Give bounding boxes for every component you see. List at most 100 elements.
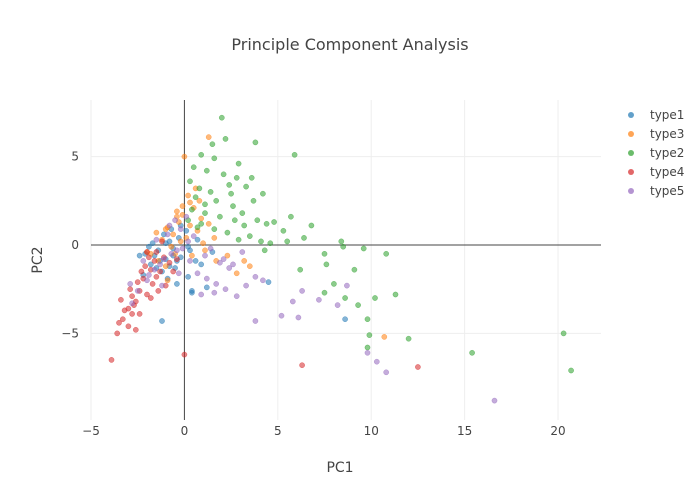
data-point [299, 362, 305, 369]
data-point [230, 261, 236, 268]
data-point [168, 243, 175, 250]
data-point [151, 258, 158, 264]
data-point [181, 351, 188, 358]
data-point [211, 289, 218, 296]
data-point [134, 279, 141, 285]
data-point [469, 349, 475, 356]
data-point [192, 194, 199, 201]
legend-item-type1[interactable]: type1 [628, 108, 684, 122]
data-point [187, 258, 193, 264]
data-point [138, 268, 145, 275]
data-point [252, 318, 259, 324]
data-point [129, 311, 135, 317]
legend-item-type4[interactable]: type4 [628, 165, 684, 179]
chart-title: Principle Component Analysis [231, 35, 468, 54]
data-point [321, 250, 328, 257]
data-point [198, 261, 205, 268]
data-point [190, 164, 197, 171]
data-point [155, 288, 162, 294]
data-point [415, 364, 421, 370]
data-point [175, 270, 182, 277]
data-point [207, 245, 214, 252]
data-point [222, 286, 229, 293]
data-point [114, 330, 121, 337]
data-point [129, 300, 135, 307]
legend-item-type3[interactable]: type3 [628, 127, 684, 141]
data-point [260, 190, 266, 197]
data-point [289, 298, 296, 305]
data-point [213, 281, 220, 287]
data-point [198, 291, 205, 298]
data-point [203, 284, 210, 291]
legend[interactable]: type1 type3 type2 type4 type5 [628, 108, 684, 198]
data-point [226, 182, 233, 188]
data-point [129, 293, 135, 300]
data-point [177, 238, 184, 245]
data-point [308, 222, 315, 229]
legend-label: type5 [650, 184, 684, 198]
data-point [172, 217, 178, 224]
data-point [162, 226, 169, 232]
data-point [342, 295, 348, 301]
data-point [297, 266, 304, 273]
data-point [205, 220, 212, 227]
data-point [118, 296, 124, 303]
zero-lines [91, 100, 601, 420]
series-type1 [136, 222, 348, 324]
legend-item-type5[interactable]: type5 [628, 184, 684, 198]
data-point [291, 151, 298, 158]
data-point [338, 238, 345, 245]
data-point [246, 233, 253, 239]
y-tick-label: −5 [61, 326, 79, 340]
data-point [185, 192, 191, 199]
data-point [151, 266, 158, 273]
data-point [233, 270, 240, 277]
data-point [166, 259, 173, 266]
legend-marker [628, 150, 634, 156]
data-point [342, 316, 348, 323]
data-point [321, 289, 328, 296]
data-point [344, 282, 350, 289]
data-point [149, 281, 156, 287]
data-point [299, 288, 305, 294]
data-point [174, 256, 180, 262]
data-point [381, 334, 388, 340]
data-point [284, 238, 291, 245]
x-tick-label: 10 [364, 424, 379, 438]
data-point [183, 227, 190, 234]
data-point [250, 197, 257, 204]
data-point [222, 136, 229, 142]
data-point [153, 273, 160, 280]
data-point [241, 258, 248, 264]
legend-item-type2[interactable]: type2 [628, 146, 684, 160]
data-point [323, 261, 330, 268]
data-point [392, 291, 399, 298]
data-point [241, 222, 248, 229]
data-point [217, 259, 223, 266]
data-point [142, 263, 149, 270]
data-point [177, 226, 184, 232]
legend-marker [628, 169, 634, 175]
data-point [202, 247, 208, 254]
data-point [252, 273, 259, 280]
legend-label: type4 [650, 165, 684, 179]
data-point [189, 252, 195, 259]
data-point [211, 155, 218, 162]
data-point [364, 344, 371, 351]
data-point [136, 252, 143, 259]
data-point [127, 286, 134, 293]
data-point [190, 233, 197, 239]
data-point [568, 367, 574, 374]
data-point [198, 215, 205, 222]
data-point [144, 249, 150, 255]
data-point [194, 236, 201, 243]
data-point [224, 252, 231, 259]
data-point [153, 236, 160, 243]
legend-label: type2 [650, 146, 684, 160]
data-point [185, 273, 191, 280]
data-point [125, 323, 132, 330]
data-point [491, 397, 498, 404]
y-tick-label: 5 [71, 150, 79, 164]
data-point [202, 252, 208, 259]
